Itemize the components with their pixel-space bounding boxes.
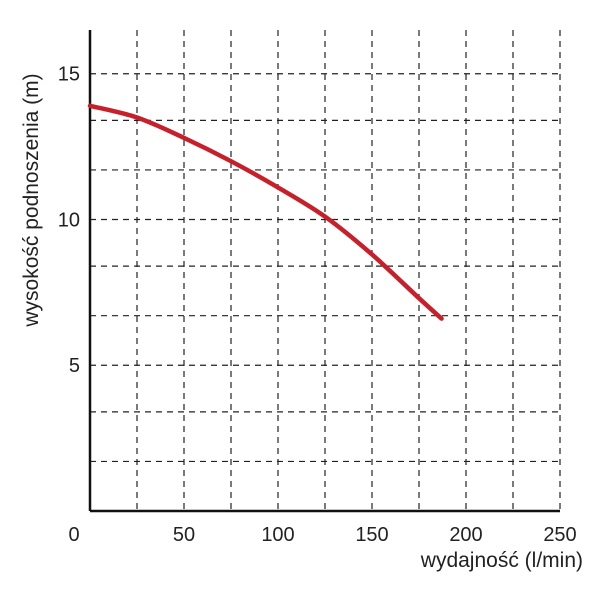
y-axis-title: wysokość podnoszenia (m) [20, 73, 43, 327]
x-tick-label: 150 [355, 524, 388, 546]
x-tick-label: 0 [68, 524, 79, 546]
y-tick-label: 15 [58, 64, 80, 86]
x-tick-label: 250 [543, 524, 576, 546]
tick-labels: 0 50 100 150 200 250 5 10 15 [58, 64, 577, 546]
grid [90, 30, 561, 511]
y-tick-label: 10 [58, 209, 80, 231]
x-tick-label: 50 [173, 524, 195, 546]
y-tick-label: 5 [69, 355, 80, 377]
series-line [87, 103, 444, 321]
x-tick-label: 100 [261, 524, 294, 546]
series [87, 103, 444, 321]
axes [88, 30, 560, 513]
x-axis-title: wydajność (l/min) [420, 549, 583, 572]
x-tick-label: 200 [449, 524, 482, 546]
